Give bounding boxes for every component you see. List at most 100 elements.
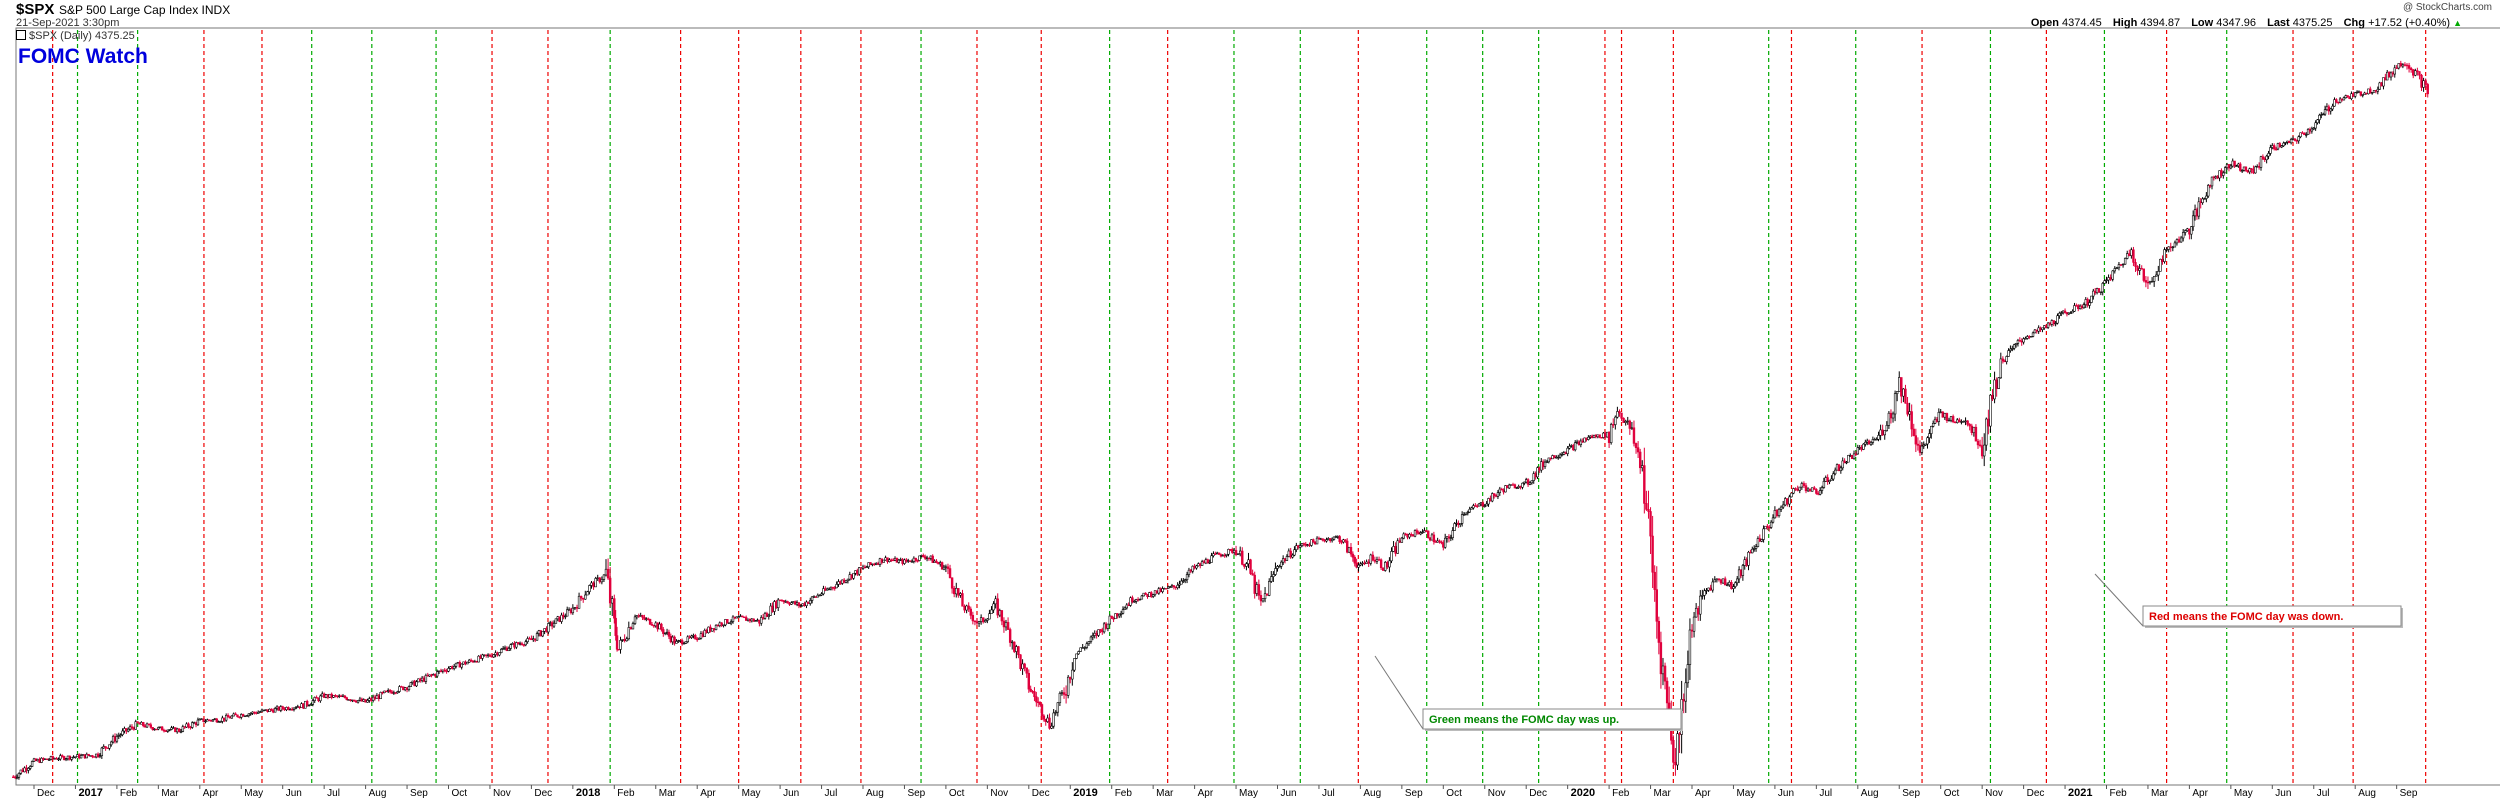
x-axis: Dec 2017 Feb Mar Apr May Jun Jul Aug Sep Oct Nov Dec… <box>33 785 2418 799</box>
candle-body <box>36 759 39 762</box>
candle-body <box>2350 93 2353 100</box>
candle-body <box>1784 498 1787 506</box>
candle-body <box>1225 553 1228 556</box>
candle-body <box>469 659 473 662</box>
candle-body <box>1398 540 1401 543</box>
candle-body <box>1077 651 1080 655</box>
candle-body <box>650 624 654 626</box>
candle-body <box>257 711 260 714</box>
candle-body <box>1241 550 1244 565</box>
candle-body <box>1871 439 1875 443</box>
candle-body <box>279 706 283 711</box>
candle-body <box>2291 138 2295 140</box>
candle-body <box>1289 550 1292 558</box>
candle-body <box>417 678 420 683</box>
candle-body <box>614 617 617 636</box>
candle-body <box>1037 701 1040 704</box>
candle-body <box>1995 379 1998 389</box>
candle-body <box>1075 653 1078 659</box>
candle-body <box>76 754 79 758</box>
candle-body <box>1858 447 1861 449</box>
candle-body <box>1500 488 1503 491</box>
candle-body <box>1705 589 1708 592</box>
candle-body <box>2035 329 2038 332</box>
candle-body <box>2022 338 2025 343</box>
candle-body <box>716 624 720 627</box>
candle-body <box>792 601 795 604</box>
candle-body <box>2161 258 2164 262</box>
candle-body <box>2318 114 2321 121</box>
candle-body <box>402 686 405 691</box>
candle-body <box>639 615 642 617</box>
candle-body <box>287 707 290 710</box>
candle-body <box>1540 461 1543 471</box>
candle-body <box>684 641 688 644</box>
candle-body <box>575 607 579 609</box>
x-tick-label: Aug <box>369 788 387 799</box>
x-tick-label: May <box>742 788 761 799</box>
annotation-leader <box>2094 573 2144 627</box>
candle-body <box>1496 492 1500 497</box>
candle-body <box>2346 95 2349 97</box>
candle-body <box>166 729 169 732</box>
candle-body <box>2155 274 2158 277</box>
candle-body <box>179 731 183 733</box>
candle-body <box>1756 538 1760 547</box>
candle-body <box>1097 629 1100 636</box>
candle-body <box>81 754 85 756</box>
candle-body <box>1329 538 1332 542</box>
candle-body <box>1443 537 1447 548</box>
candle-body <box>633 616 637 624</box>
candle-body <box>662 629 665 634</box>
x-tick-label: Apr <box>700 788 716 799</box>
candle-body <box>2115 267 2119 269</box>
candle-body <box>1293 549 1296 556</box>
candle-body <box>1598 434 1601 438</box>
candle-body <box>1283 558 1287 561</box>
candle-body <box>912 557 916 562</box>
candle-body <box>1792 488 1795 494</box>
candle-body <box>856 570 859 575</box>
candle-body <box>343 695 347 698</box>
candle-body <box>1732 586 1735 589</box>
x-tick-label: 2020 <box>1571 787 1595 799</box>
candle-body <box>2142 268 2146 281</box>
candle-body <box>1566 447 1569 454</box>
candle-body <box>2041 327 2044 330</box>
candle-body <box>1547 457 1551 463</box>
candle-body <box>292 707 296 710</box>
x-tick-label: Mar <box>161 788 179 799</box>
candle-body <box>507 648 510 652</box>
candle-body <box>1589 435 1592 438</box>
candle-body <box>569 609 573 614</box>
candle-body <box>1386 562 1389 568</box>
candle-body <box>2037 327 2040 332</box>
candle-body <box>1445 536 1449 539</box>
candle-body <box>1741 565 1745 576</box>
candle-body <box>1730 582 1733 589</box>
candle-body <box>1069 676 1072 680</box>
candle-body <box>2252 169 2255 174</box>
candle-body <box>2269 147 2272 154</box>
candle-body <box>1087 641 1091 645</box>
candle-body <box>1835 464 1839 471</box>
candle-body <box>353 699 356 702</box>
candle-body <box>750 618 754 622</box>
x-tick-label: Apr <box>1695 788 1711 799</box>
candle-body <box>2233 160 2236 167</box>
candle-body <box>2235 165 2238 167</box>
candle-body <box>2119 264 2123 266</box>
candle-body <box>2077 305 2080 309</box>
candle-body <box>1232 550 1236 553</box>
candle-body <box>1492 493 1496 496</box>
candle-body <box>761 617 765 619</box>
candle-body <box>1773 510 1777 519</box>
candle-body <box>419 678 422 681</box>
candle-body <box>677 640 680 642</box>
candle-body <box>615 635 619 650</box>
candle-body <box>2282 142 2285 147</box>
x-tick-label: May <box>244 788 263 799</box>
candle-body <box>1073 658 1076 671</box>
candle-body <box>168 729 171 731</box>
candle-body <box>667 631 671 637</box>
